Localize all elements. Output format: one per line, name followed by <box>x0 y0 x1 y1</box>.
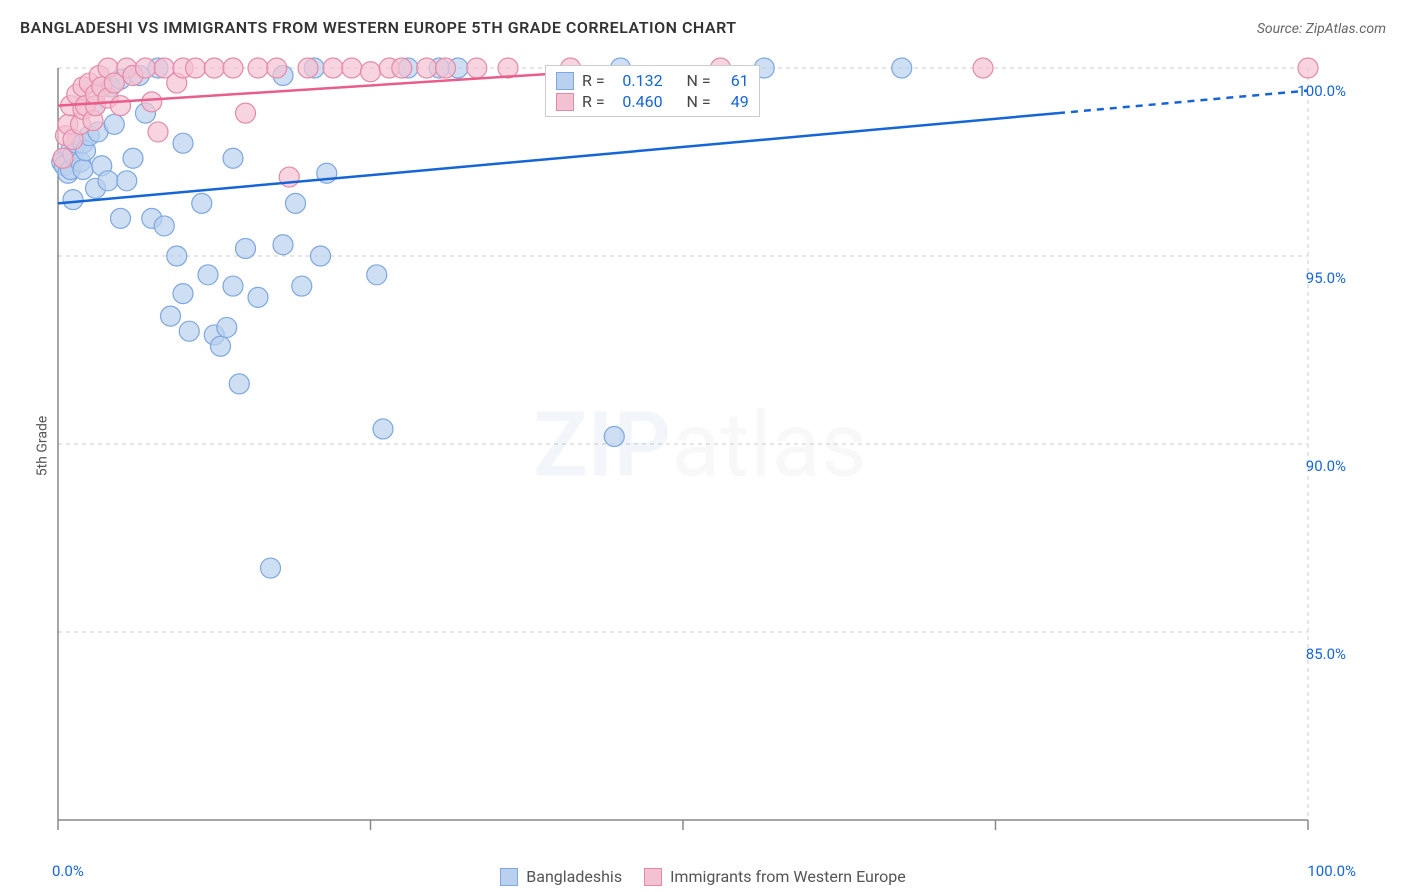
n-value: 61 <box>719 71 749 90</box>
n-label: N = <box>687 71 711 90</box>
chart-title: BANGLADESHI VS IMMIGRANTS FROM WESTERN E… <box>20 18 737 37</box>
legend-label: Immigrants from Western Europe <box>670 867 906 886</box>
r-label: R = <box>582 92 605 111</box>
chart-container: BANGLADESHI VS IMMIGRANTS FROM WESTERN E… <box>0 0 1406 892</box>
chart-svg <box>50 50 1350 840</box>
r-label: R = <box>582 71 605 90</box>
n-label: N = <box>687 92 711 111</box>
r-value: 0.460 <box>613 92 663 111</box>
plot-area: ZIPatlas R =0.132 N =61R =0.460 N =49 <box>50 50 1350 840</box>
y-tick-100: 100.0% <box>1297 82 1346 100</box>
y-axis-label: 5th Grade <box>34 416 50 477</box>
bottom-legend: Bangladeshis Immigrants from Western Euro… <box>0 867 1406 886</box>
r-value: 0.132 <box>613 71 663 90</box>
legend-swatch <box>644 868 662 886</box>
legend-label: Bangladeshis <box>526 867 622 886</box>
y-tick-90: 90.0% <box>1306 457 1346 475</box>
y-tick-95: 95.0% <box>1306 269 1346 287</box>
legend-item: Immigrants from Western Europe <box>644 867 906 886</box>
y-tick-85: 85.0% <box>1306 645 1346 663</box>
x-tick-0: 0.0% <box>52 862 84 880</box>
source-label: Source: ZipAtlas.com <box>1257 21 1386 37</box>
stats-row-bangladeshis: R = 0.132 N = 61 <box>556 70 749 91</box>
bangladeshis-swatch <box>556 72 574 90</box>
header: BANGLADESHI VS IMMIGRANTS FROM WESTERN E… <box>20 18 1386 37</box>
legend-swatch <box>500 868 518 886</box>
legend-item: Bangladeshis <box>500 867 622 886</box>
western_europe-swatch <box>556 93 574 111</box>
stats-legend-box: R = 0.132 N = 61 R = 0.460 N = 49 <box>545 65 760 117</box>
x-tick-100: 100.0% <box>1307 862 1356 880</box>
stats-row-western_europe: R = 0.460 N = 49 <box>556 91 749 112</box>
n-value: 49 <box>719 92 749 111</box>
